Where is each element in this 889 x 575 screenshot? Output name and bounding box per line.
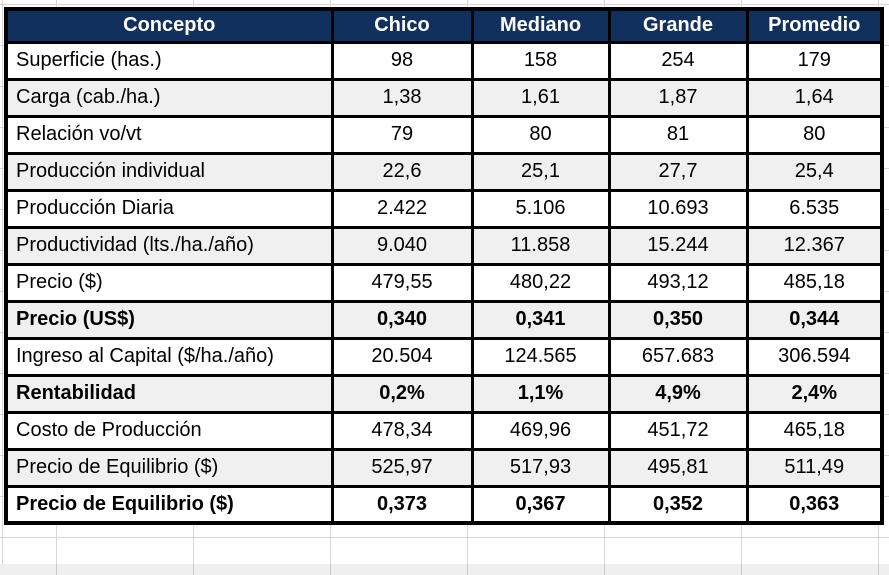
cell-value: 25,4 [745,151,884,192]
column-header-mediano: Mediano [470,7,611,44]
table-row: Producción individual 22,6 25,1 27,7 25,4 [4,151,884,192]
table-row: Producción Diaria 2.422 5.106 10.693 6.535 [4,188,884,229]
column-header-promedio: Promedio [745,7,884,44]
cell-value: 0,352 [607,484,749,525]
cell-value: 25,1 [470,151,611,192]
cell-value: 22,6 [330,151,474,192]
cell-value: 98 [330,40,474,81]
cell-value: 511,49 [745,447,884,488]
cell-value: 9.040 [330,225,474,266]
cell-value: 480,22 [470,262,611,303]
row-label: Precio de Equilibrio ($) [4,447,334,488]
row-label: Producción individual [4,151,334,192]
cell-value: 306.594 [745,336,884,377]
cell-value: 451,72 [607,410,749,451]
row-label: Producción Diaria [4,188,334,229]
cell-value: 495,81 [607,447,749,488]
cell-value: 6.535 [745,188,884,229]
row-label: Precio de Equilibrio ($) [4,484,334,525]
row-label: Precio (US$) [4,299,334,340]
cell-value: 0,373 [330,484,474,525]
table-row: Precio (US$) 0,340 0,341 0,350 0,344 [4,299,884,340]
cell-value: 179 [745,40,884,81]
cell-value: 0,341 [470,299,611,340]
cell-value: 0,350 [607,299,749,340]
row-label: Superficie (has.) [4,40,334,81]
cell-value: 158 [470,40,611,81]
cell-value: 12.367 [745,225,884,266]
table-row: Carga (cab./ha.) 1,38 1,61 1,87 1,64 [4,77,884,118]
cell-value: 479,55 [330,262,474,303]
production-costs-table: Concepto Chico Mediano Grande Promedio Super… [4,7,884,525]
cell-value: 27,7 [607,151,749,192]
row-label: Precio ($) [4,262,334,303]
cell-value: 525,97 [330,447,474,488]
cell-value: 493,12 [607,262,749,303]
cell-value: 1,38 [330,77,474,118]
cell-value: 81 [607,114,749,155]
cell-value: 1,64 [745,77,884,118]
cell-value: 124.565 [470,336,611,377]
cell-value: 657.683 [607,336,749,377]
sheet-gridline-strip [0,564,889,575]
cell-value: 11.858 [470,225,611,266]
cell-value: 4,9% [607,373,749,414]
cell-value: 485,18 [745,262,884,303]
cell-value: 0,340 [330,299,474,340]
cell-value: 478,34 [330,410,474,451]
cell-value: 20.504 [330,336,474,377]
column-header-grande: Grande [607,7,749,44]
cell-value: 10.693 [607,188,749,229]
table-row: Rentabilidad 0,2% 1,1% 4,9% 2,4% [4,373,884,414]
row-label: Relación vo/vt [4,114,334,155]
cell-value: 1,87 [607,77,749,118]
row-label: Carga (cab./ha.) [4,77,334,118]
cell-value: 469,96 [470,410,611,451]
row-label: Ingreso al Capital ($/ha./año) [4,336,334,377]
cell-value: 5.106 [470,188,611,229]
header-row: Concepto Chico Mediano Grande Promedio [4,7,884,44]
cell-value: 1,1% [470,373,611,414]
table-row: Productividad (lts./ha./año) 9.040 11.858 1… [4,225,884,266]
cell-value: 0,363 [745,484,884,525]
cell-value: 254 [607,40,749,81]
cell-value: 2.422 [330,188,474,229]
cell-value: 0,344 [745,299,884,340]
cell-value: 465,18 [745,410,884,451]
column-header-chico: Chico [330,7,474,44]
row-label: Costo de Producción [4,410,334,451]
table-row: Precio de Equilibrio ($) 525,97 517,93 495,… [4,447,884,488]
cell-value: 2,4% [745,373,884,414]
cell-value: 15.244 [607,225,749,266]
cell-value: 0,367 [470,484,611,525]
column-header-concepto: Concepto [4,7,334,44]
table-row: Costo de Producción 478,34 469,96 451,72 465… [4,410,884,451]
row-label: Productividad (lts./ha./año) [4,225,334,266]
cell-value: 79 [330,114,474,155]
cell-value: 1,61 [470,77,611,118]
table-row: Precio ($) 479,55 480,22 493,12 485,18 [4,262,884,303]
table-row: Ingreso al Capital ($/ha./año) 20.504 124.… [4,336,884,377]
cell-value: 80 [745,114,884,155]
table-row: Superficie (has.) 98 158 254 179 [4,40,884,81]
cell-value: 0,2% [330,373,474,414]
row-label: Rentabilidad [4,373,334,414]
cell-value: 80 [470,114,611,155]
table-row: Relación vo/vt 79 80 81 80 [4,114,884,155]
cell-value: 517,93 [470,447,611,488]
table-row: Precio de Equilibrio ($) 0,373 0,367 0,352 0… [4,484,884,525]
